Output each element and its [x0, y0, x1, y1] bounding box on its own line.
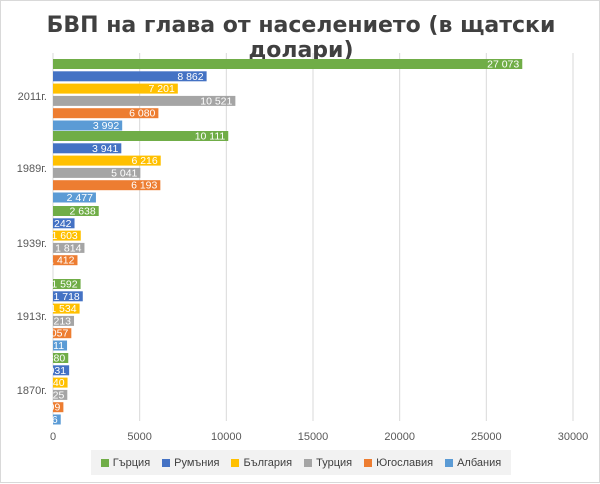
legend-label: Румъния	[174, 456, 220, 469]
bar-data-label: 880	[48, 353, 66, 365]
bar	[53, 206, 99, 216]
bar-data-label: 446	[40, 414, 58, 426]
legend-label: Гърция	[112, 456, 151, 469]
bar	[53, 242, 85, 253]
legend-item: Гърция	[100, 456, 151, 469]
bar	[53, 315, 75, 326]
bar-data-label: 1 814	[55, 242, 81, 254]
bar-data-label: 1 603	[52, 230, 78, 242]
bar-data-label: 1 412	[48, 255, 74, 267]
bar	[53, 291, 83, 302]
bar-data-label: 6 080	[129, 108, 155, 120]
bar-data-label: 599	[43, 402, 61, 414]
bar	[53, 414, 61, 425]
bar-data-label: 7 201	[149, 83, 175, 95]
bar-data-label: 2 477	[67, 192, 93, 204]
legend-label: България	[243, 456, 293, 469]
bar-data-label: 931	[49, 365, 67, 377]
legend-item: Югославия	[364, 457, 433, 469]
bar-data-label: 6 193	[131, 180, 157, 192]
legend-label: Албания	[457, 456, 502, 469]
category-label: 1989г.	[17, 163, 47, 175]
category-label: 2011г.	[18, 91, 47, 103]
legend-label: Югославия	[376, 456, 434, 469]
bar	[53, 143, 122, 154]
x-tick-label: 25000	[471, 431, 502, 443]
bar-data-label: 10 111	[195, 131, 226, 143]
legend-swatch	[445, 458, 454, 467]
bar	[53, 155, 161, 166]
chart-title: БВП на глава от населението (в щатски до…	[46, 13, 556, 63]
chart-legend: Гърция Румъния България Турция Югославия Алба…	[91, 450, 511, 475]
bar	[53, 303, 80, 314]
bar	[53, 365, 70, 376]
legend-swatch	[231, 458, 240, 467]
bar-data-label: 3 941	[92, 143, 118, 155]
x-tick-label: 15000	[298, 431, 329, 443]
bar-data-label: 1 718	[53, 291, 79, 303]
x-tick-label: 20000	[384, 431, 415, 443]
legend-item: Турция	[304, 457, 352, 469]
bar-data-label: 8 862	[177, 71, 203, 83]
bar	[53, 120, 123, 131]
bar-data-label: 3 992	[93, 120, 119, 132]
bar-data-label: 811	[47, 340, 64, 352]
bar	[53, 402, 64, 413]
bar-data-label: 10 521	[200, 95, 232, 107]
bar	[53, 389, 68, 400]
bar	[53, 328, 72, 339]
x-tick-label: 0	[50, 431, 56, 443]
bar	[53, 131, 229, 141]
bar-data-label: 2 638	[69, 206, 95, 218]
x-tick-label: 10000	[211, 431, 242, 443]
bar	[53, 255, 78, 266]
legend-item: Албания	[445, 457, 501, 469]
bar	[53, 377, 68, 388]
bar-data-label: 1 534	[50, 303, 76, 315]
bar-data-label: 1 592	[51, 279, 77, 291]
bar	[53, 279, 81, 289]
bar	[53, 108, 159, 119]
bar	[53, 95, 236, 106]
bar	[53, 83, 178, 94]
bar	[53, 340, 68, 351]
bar	[53, 59, 523, 69]
bar	[53, 230, 81, 241]
bar-data-label: 1 242	[45, 218, 71, 230]
category-label: 1913г.	[17, 311, 47, 323]
legend-swatch	[364, 458, 373, 467]
bar	[53, 167, 141, 178]
category-label: 1870г.	[17, 385, 47, 397]
legend-label: Турция	[316, 456, 353, 469]
bar	[53, 353, 69, 363]
bar-data-label: 825	[47, 389, 65, 401]
legend-item: България	[231, 457, 292, 469]
legend-swatch	[304, 458, 313, 467]
legend-item: Румъния	[162, 457, 219, 469]
bar	[53, 71, 207, 82]
x-tick-label: 30000	[558, 431, 589, 443]
bar-data-label: 5 041	[111, 167, 137, 179]
bar-data-label: 1 057	[42, 328, 68, 340]
legend-swatch	[100, 458, 109, 467]
bar-data-label: 840	[47, 377, 65, 389]
bar-data-label: 1 213	[45, 315, 71, 327]
bar	[53, 180, 161, 191]
bar-data-label: 6 216	[131, 155, 157, 167]
bar-data-label: 27 073	[487, 59, 519, 71]
category-label: 1939г.	[17, 238, 47, 250]
bar	[53, 192, 96, 203]
x-tick-label: 5000	[127, 431, 151, 443]
legend-swatch	[162, 458, 171, 467]
bar	[53, 218, 75, 229]
